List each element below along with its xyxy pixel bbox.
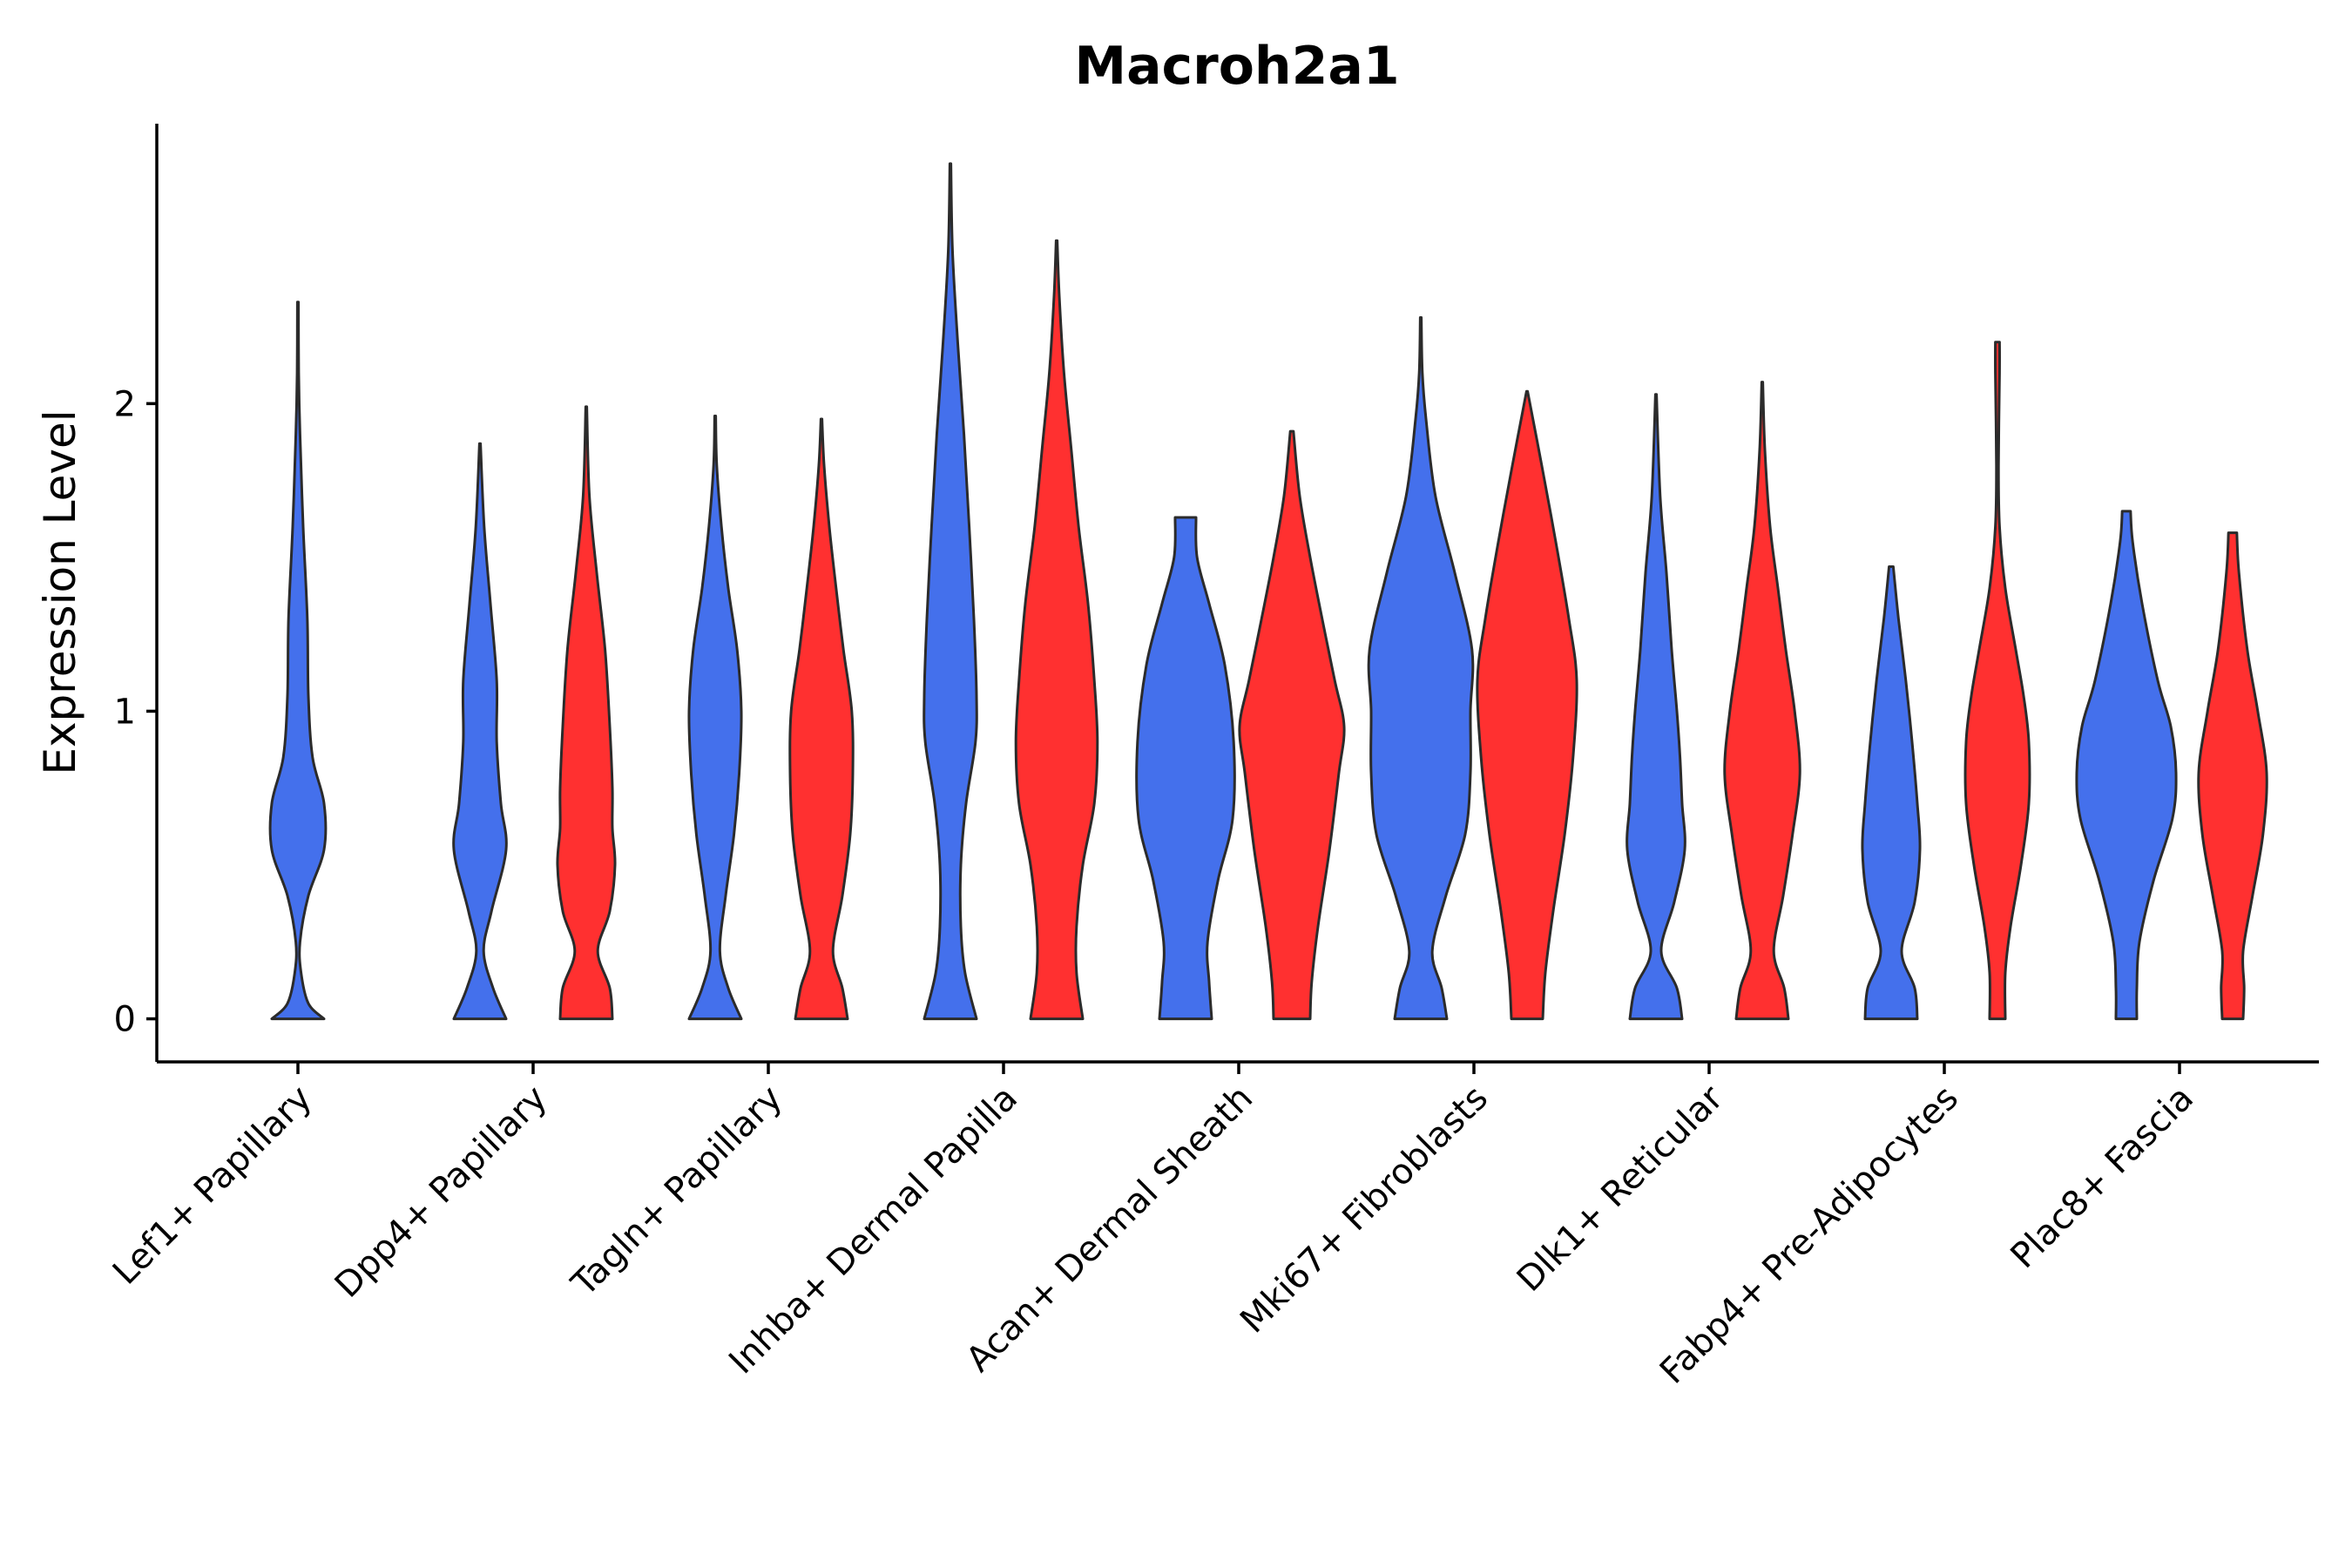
- violin-red: [1723, 381, 1801, 1021]
- violin-blue: [1625, 393, 1686, 1021]
- x-axis-ticks: Lef1+ Papillary Dpp4+ Papillary Tagln+ Pap…: [105, 1062, 2201, 1392]
- violins: [268, 162, 2268, 1021]
- x-tick-label: Dlk1+ Reticular: [1510, 1078, 1732, 1300]
- y-axis-title: Expression Level: [35, 409, 85, 774]
- violin-red: [2197, 531, 2268, 1021]
- x-tick-label: Plac8+ Fascia: [2004, 1078, 2202, 1277]
- violin-blue: [1367, 316, 1475, 1021]
- violin-red: [556, 405, 617, 1021]
- chart-title: Macroh2a1: [1074, 36, 1399, 97]
- x-tick-label: Mki67+ Fibroblasts: [1233, 1078, 1496, 1342]
- violin-red: [1476, 389, 1578, 1021]
- violin-red: [1238, 429, 1346, 1021]
- violin-blue: [452, 442, 508, 1021]
- x-tick-label: Lef1+ Papillary: [105, 1078, 320, 1293]
- violin-blue: [923, 162, 978, 1021]
- y-tick-label: 0: [114, 1000, 136, 1040]
- y-tick-label: 2: [114, 384, 136, 424]
- violin-red: [1014, 239, 1099, 1021]
- violin-blue: [1135, 516, 1236, 1021]
- violin-blue: [1861, 565, 1922, 1021]
- violin-blue: [2075, 510, 2178, 1021]
- x-tick-label: Tagln+ Papillary: [564, 1078, 790, 1305]
- violin-blue: [268, 301, 328, 1021]
- violin-red: [788, 417, 855, 1021]
- violin-red: [1963, 341, 2031, 1021]
- y-axis-ticks: 0 1 2: [114, 384, 157, 1040]
- y-tick-label: 1: [114, 692, 136, 732]
- x-tick-label: Dpp4+ Papillary: [328, 1078, 555, 1306]
- violin-blue: [687, 415, 743, 1021]
